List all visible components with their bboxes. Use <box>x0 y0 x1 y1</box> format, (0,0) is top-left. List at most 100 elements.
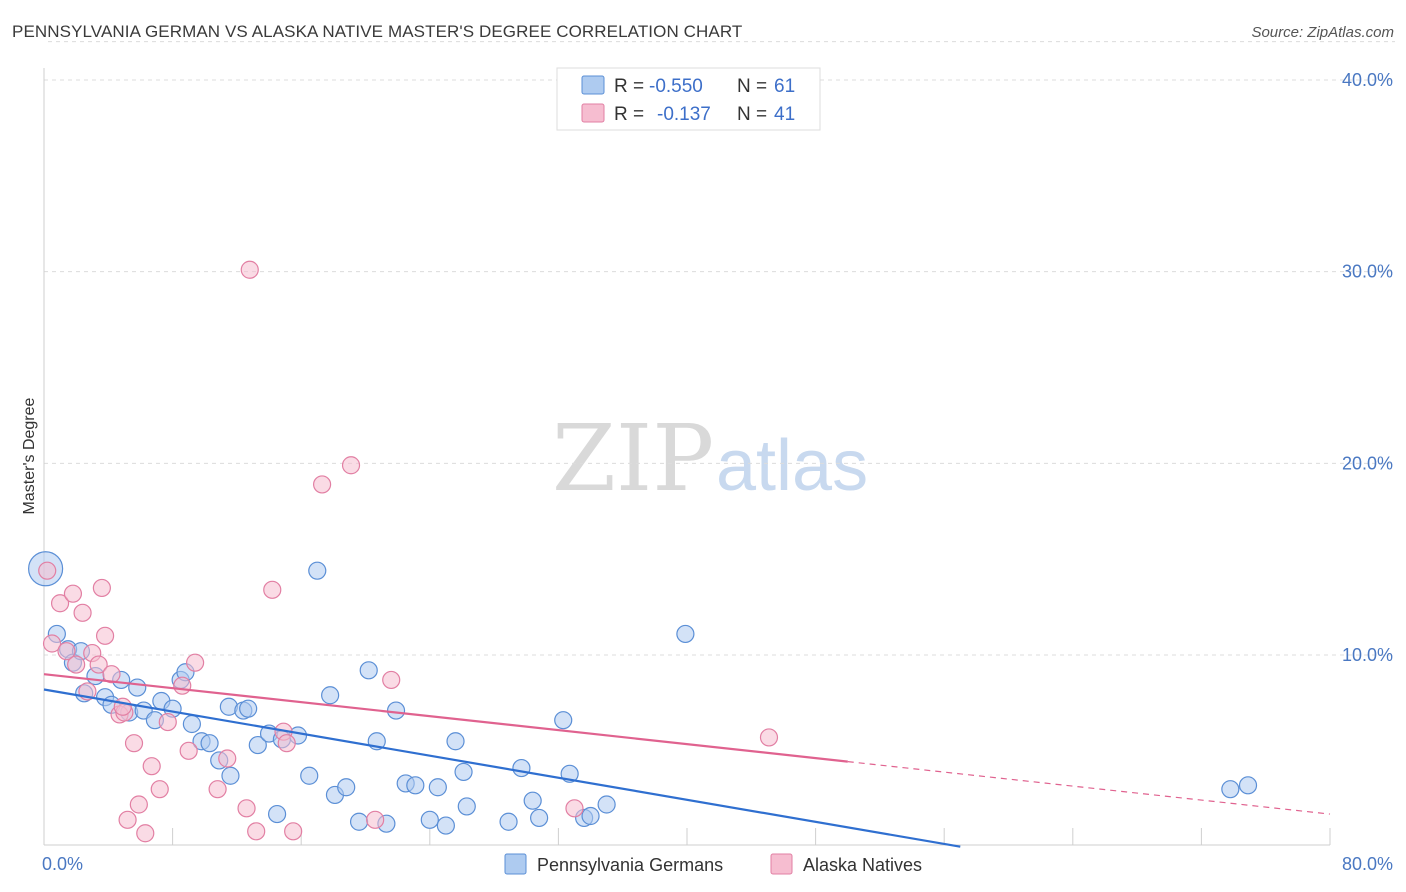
pink-point <box>382 670 401 690</box>
blue-point <box>436 816 455 835</box>
pink-point <box>57 642 76 661</box>
blue-point <box>428 778 447 797</box>
pink-point <box>95 626 115 645</box>
x-tick-label-max: 80.0% <box>1342 854 1393 874</box>
blue-point <box>554 711 573 730</box>
blue-point <box>420 810 439 829</box>
legend-swatch-pink <box>581 103 605 123</box>
pink-point <box>73 603 92 622</box>
legend-n-value-0: 61 <box>774 76 795 97</box>
pink-point <box>208 780 227 799</box>
series-legend-label-0: Pennsylvania Germans <box>537 855 723 875</box>
blue-point <box>308 561 327 580</box>
y-tick-label: 30.0% <box>1342 262 1393 282</box>
pink-point <box>113 697 132 716</box>
pink-point <box>42 634 62 653</box>
blue-point <box>457 797 476 816</box>
legend-swatch-blue <box>581 75 605 95</box>
blue-point <box>454 762 473 782</box>
series-legend-label-1: Alaska Natives <box>803 855 922 875</box>
blue-trend-line <box>43 688 961 848</box>
stats-legend: R = -0.550 N = 61 R = -0.137 N = 41 <box>556 67 821 131</box>
legend-r-value-1: -0.137 <box>657 104 711 125</box>
blue-point <box>406 776 425 795</box>
legend-r-label-1: R = <box>614 104 644 125</box>
blue-point <box>581 806 600 826</box>
pink-point <box>240 260 259 279</box>
pink-point <box>118 810 137 829</box>
blue-point <box>239 699 258 718</box>
blue-point <box>676 624 695 644</box>
pink-point <box>63 584 83 603</box>
series-legend-swatch-pink <box>770 853 793 875</box>
pink-point <box>38 561 57 580</box>
y-axis-label: Master's Degree <box>21 397 38 514</box>
blue-point <box>597 795 616 814</box>
pink-point <box>158 712 177 732</box>
blue-point <box>182 714 201 734</box>
pink-point <box>150 780 169 799</box>
pink-point <box>92 578 111 598</box>
pink-point <box>366 810 385 829</box>
x-tick-label-min: 0.0% <box>42 854 83 874</box>
blue-point <box>267 804 287 824</box>
blue-point <box>359 661 378 680</box>
series-legend: Pennsylvania Germans Alaska Natives <box>504 853 922 875</box>
blue-point <box>523 791 542 810</box>
pink-point <box>341 456 361 475</box>
blue-point <box>349 812 369 831</box>
legend-n-label-1: N = <box>737 104 767 125</box>
pink-point <box>218 749 237 768</box>
blue-point <box>499 812 518 831</box>
y-tick-label: 40.0% <box>1342 70 1393 90</box>
watermark-zip: ZIP <box>552 405 714 512</box>
pink-point <box>277 734 296 753</box>
legend-r-value-0: -0.550 <box>649 76 703 97</box>
pink-point <box>247 822 266 841</box>
trend-lines <box>43 673 1331 848</box>
pink-point <box>142 757 161 776</box>
legend-r-label-0: R = <box>614 76 644 97</box>
pink-point <box>173 676 192 695</box>
blue-point <box>300 766 319 785</box>
series-legend-swatch-blue <box>504 853 527 875</box>
pink-point <box>284 822 303 841</box>
pink-point <box>312 475 332 494</box>
legend-n-label-0: N = <box>737 76 767 97</box>
y-tick-label: 10.0% <box>1342 645 1393 665</box>
pink-point <box>50 594 70 613</box>
pink-point <box>136 824 155 843</box>
pink-point <box>565 799 584 818</box>
pink-point <box>759 728 779 747</box>
blue-point <box>530 808 549 828</box>
blue-point <box>1238 776 1258 795</box>
chart-title: PENNSYLVANIA GERMAN VS ALASKA NATIVE MAS… <box>12 22 743 41</box>
data-points <box>28 260 1258 843</box>
pink-point <box>124 734 144 753</box>
source-credit: Source: ZipAtlas.com <box>1251 24 1394 41</box>
blue-point <box>337 778 356 797</box>
axes <box>43 68 1331 846</box>
blue-point <box>200 734 219 753</box>
pink-trend-line <box>43 673 848 763</box>
pink-point <box>179 741 198 760</box>
legend-n-value-1: 41 <box>774 104 795 125</box>
blue-point <box>1221 780 1240 799</box>
pink-point <box>186 653 205 672</box>
blue-point <box>128 678 147 697</box>
pink-trend-extension <box>847 761 1331 815</box>
y-tick-label: 20.0% <box>1342 453 1393 473</box>
blue-point <box>321 686 340 705</box>
blue-point <box>446 732 465 751</box>
pink-point <box>129 795 148 814</box>
pink-point <box>263 580 282 599</box>
watermark-atlas: atlas <box>716 426 868 506</box>
gridlines <box>44 41 1395 656</box>
blue-point <box>512 758 531 778</box>
blue-point <box>221 766 240 785</box>
tick-labels: 10.0% 20.0% 30.0% 40.0% 0.0% 80.0% <box>42 70 1393 874</box>
pink-point <box>237 799 256 818</box>
blue-point <box>386 701 406 720</box>
pink-point <box>67 655 86 674</box>
blue-point <box>248 735 267 755</box>
